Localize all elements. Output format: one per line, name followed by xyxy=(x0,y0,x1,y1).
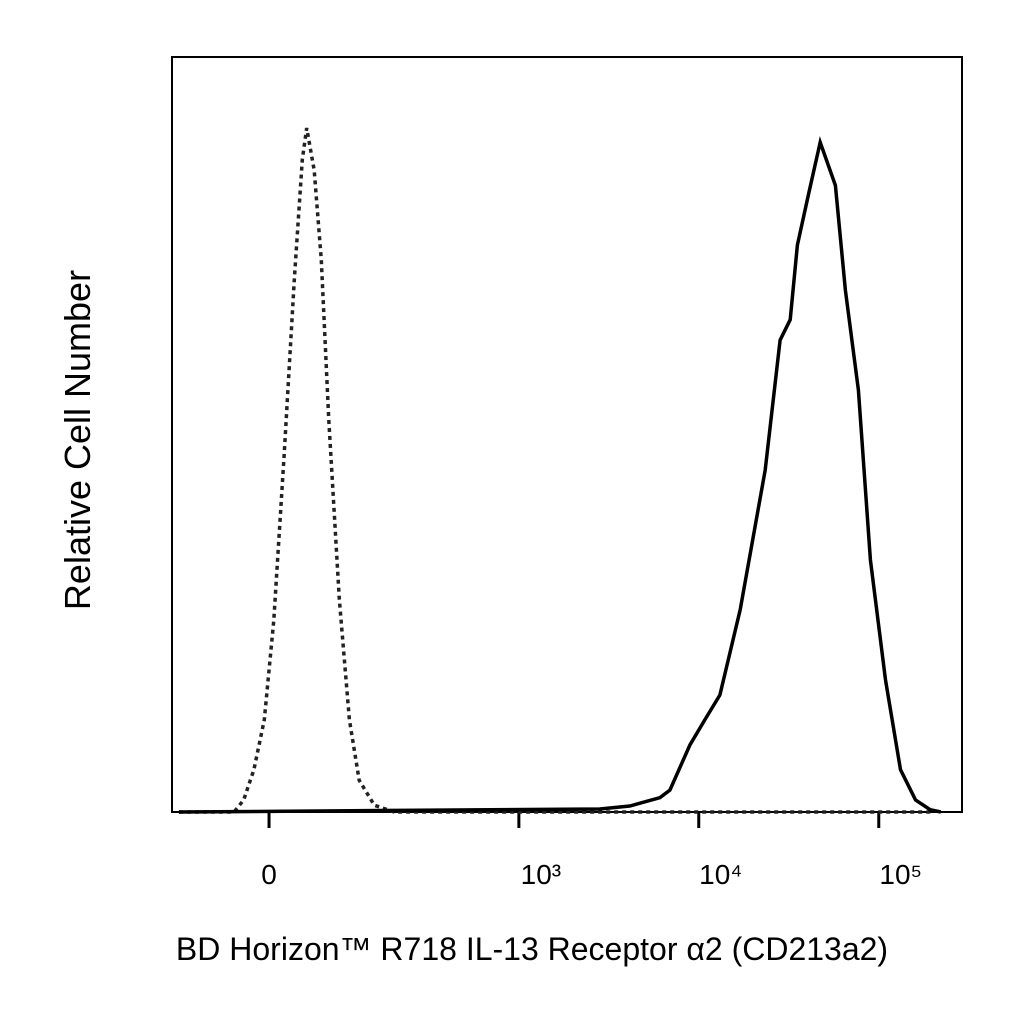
plot-frame xyxy=(171,56,963,813)
x-axis-label: BD Horizon™ R718 IL-13 Receptor α2 (CD21… xyxy=(176,931,888,967)
histogram-line xyxy=(178,135,942,814)
x-tick-label: 10³ xyxy=(521,859,561,890)
histogram-line xyxy=(178,127,931,814)
x-tick-label: 0 xyxy=(261,859,277,890)
x-tick-label: 10⁴ xyxy=(699,859,742,890)
y-axis-label: Relative Cell Number xyxy=(57,270,98,610)
x-tick-label: 10⁵ xyxy=(879,859,922,890)
